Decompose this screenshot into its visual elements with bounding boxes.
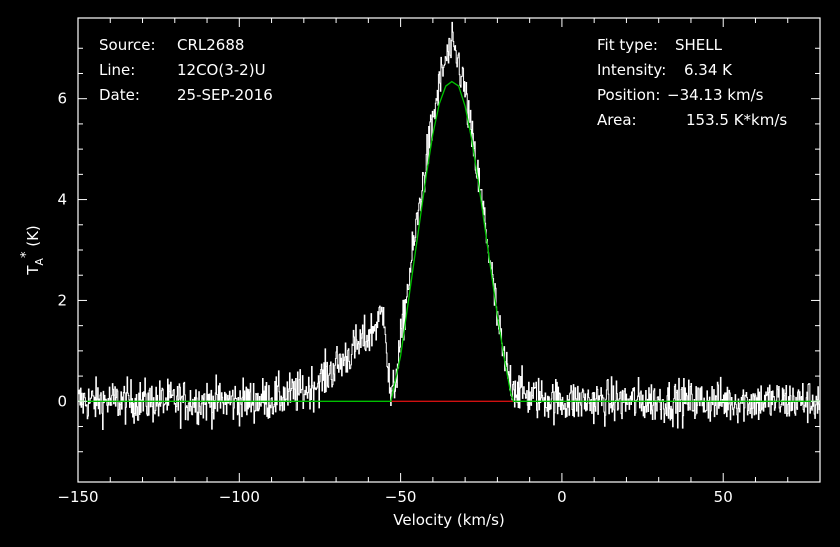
position-value: −34.13 km/s (667, 86, 764, 104)
y-tick-label: 4 (57, 191, 67, 209)
fit-type-label: Fit type: (597, 36, 658, 54)
y-tick-label: 6 (57, 90, 67, 108)
x-axis-label: Velocity (km/s) (393, 511, 504, 529)
x-tick-label: −150 (57, 488, 98, 506)
spectrum-series (78, 21, 821, 430)
date-label: Date: (99, 86, 140, 104)
y-axis-label: TA* (K) (19, 225, 46, 276)
x-tick-label: −100 (219, 488, 260, 506)
fit-type-value: SHELL (675, 36, 723, 54)
source-value: CRL2688 (177, 36, 244, 54)
axis-ticks: −150 −100 −50 0 50 0 2 4 6 (57, 18, 821, 506)
date-value: 25-SEP-2016 (177, 86, 273, 104)
line-label: Line: (99, 61, 135, 79)
source-label: Source: (99, 36, 156, 54)
y-tick-label: 0 (57, 392, 67, 410)
fit-series (78, 80, 820, 402)
y-tick-label: 2 (57, 291, 67, 309)
svg-text:TA* (K): TA* (K) (19, 225, 46, 276)
plot-area (78, 21, 821, 430)
position-label: Position: (597, 86, 660, 104)
area-label: Area: (597, 111, 637, 129)
intensity-label: Intensity: (597, 61, 666, 79)
x-tick-label: 50 (714, 488, 733, 506)
area-value: 153.5 K*km/s (686, 111, 787, 129)
x-tick-label: −50 (385, 488, 417, 506)
line-value: 12CO(3-2)U (177, 61, 266, 79)
x-tick-label: 0 (557, 488, 567, 506)
intensity-value: 6.34 K (684, 61, 733, 79)
